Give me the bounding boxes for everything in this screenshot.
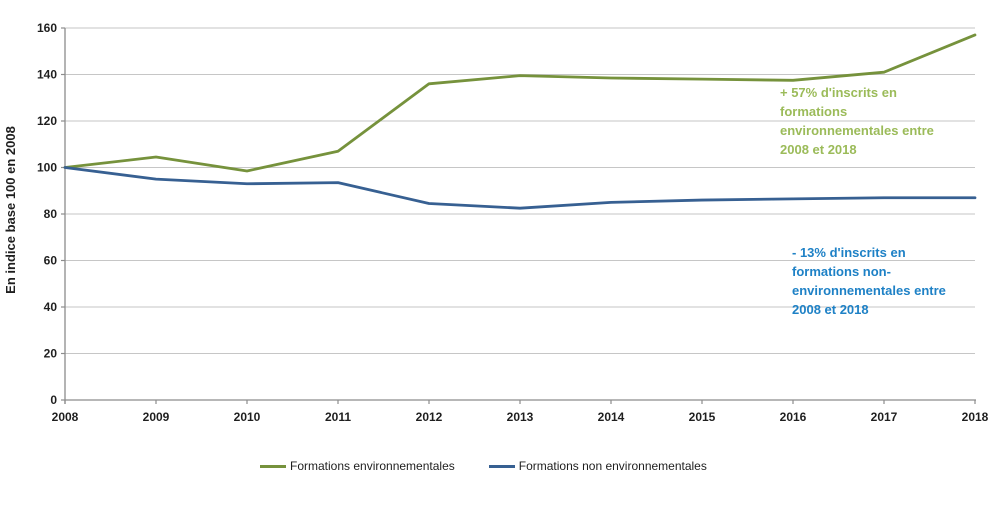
y-tick-label: 160 bbox=[37, 21, 57, 35]
legend-label: Formations environnementales bbox=[290, 459, 455, 473]
x-tick-label: 2010 bbox=[234, 410, 261, 424]
legend-item-environmental: Formations environnementales bbox=[260, 459, 455, 473]
y-axis-title: En indice base 100 en 2008 bbox=[3, 126, 18, 294]
x-tick-label: 2015 bbox=[689, 410, 716, 424]
annotation-line: environnementales entre bbox=[780, 123, 934, 138]
x-tick-label: 2017 bbox=[871, 410, 898, 424]
annotation-line: environnementales entre bbox=[792, 283, 946, 298]
y-tick-label: 0 bbox=[50, 393, 57, 407]
x-tick-label: 2013 bbox=[507, 410, 534, 424]
annotation-line: 2008 et 2018 bbox=[780, 142, 857, 157]
legend-label: Formations non environnementales bbox=[518, 459, 707, 473]
y-tick-label: 40 bbox=[44, 300, 58, 314]
x-tick-label: 2009 bbox=[143, 410, 170, 424]
x-tick-label: 2008 bbox=[52, 410, 79, 424]
series-line-environmental bbox=[63, 33, 977, 173]
legend-swatch-environmental bbox=[260, 464, 286, 468]
annotation-line: formations bbox=[780, 104, 848, 119]
legend: Formations environnementales Formations … bbox=[260, 459, 707, 473]
x-tick-label: 2018 bbox=[962, 410, 989, 424]
x-tick-label: 2012 bbox=[416, 410, 443, 424]
y-tick-label: 100 bbox=[37, 161, 57, 175]
annotation-line: + 57% d'inscrits en bbox=[780, 85, 897, 100]
annotation-line: 2008 et 2018 bbox=[792, 302, 869, 317]
y-tick-label: 60 bbox=[44, 254, 58, 268]
legend-swatch-non-environmental bbox=[488, 464, 515, 468]
annotation-line: formations non- bbox=[792, 264, 891, 279]
blue-annotation: - 13% d'inscrits en formations non- envi… bbox=[792, 243, 1000, 319]
green-annotation: + 57% d'inscrits en formations environne… bbox=[780, 83, 990, 159]
y-tick-label: 120 bbox=[37, 114, 57, 128]
x-tick-label: 2016 bbox=[780, 410, 807, 424]
series-line-non-environmental bbox=[63, 166, 977, 210]
y-tick-label: 20 bbox=[44, 347, 58, 361]
annotation-line: - 13% d'inscrits en bbox=[792, 245, 906, 260]
x-tick-label: 2014 bbox=[598, 410, 625, 424]
y-tick-label: 80 bbox=[44, 207, 58, 221]
y-tick-label: 140 bbox=[37, 68, 57, 82]
legend-item-non-environmental: Formations non environnementales bbox=[488, 459, 707, 473]
x-tick-label: 2011 bbox=[325, 410, 351, 424]
